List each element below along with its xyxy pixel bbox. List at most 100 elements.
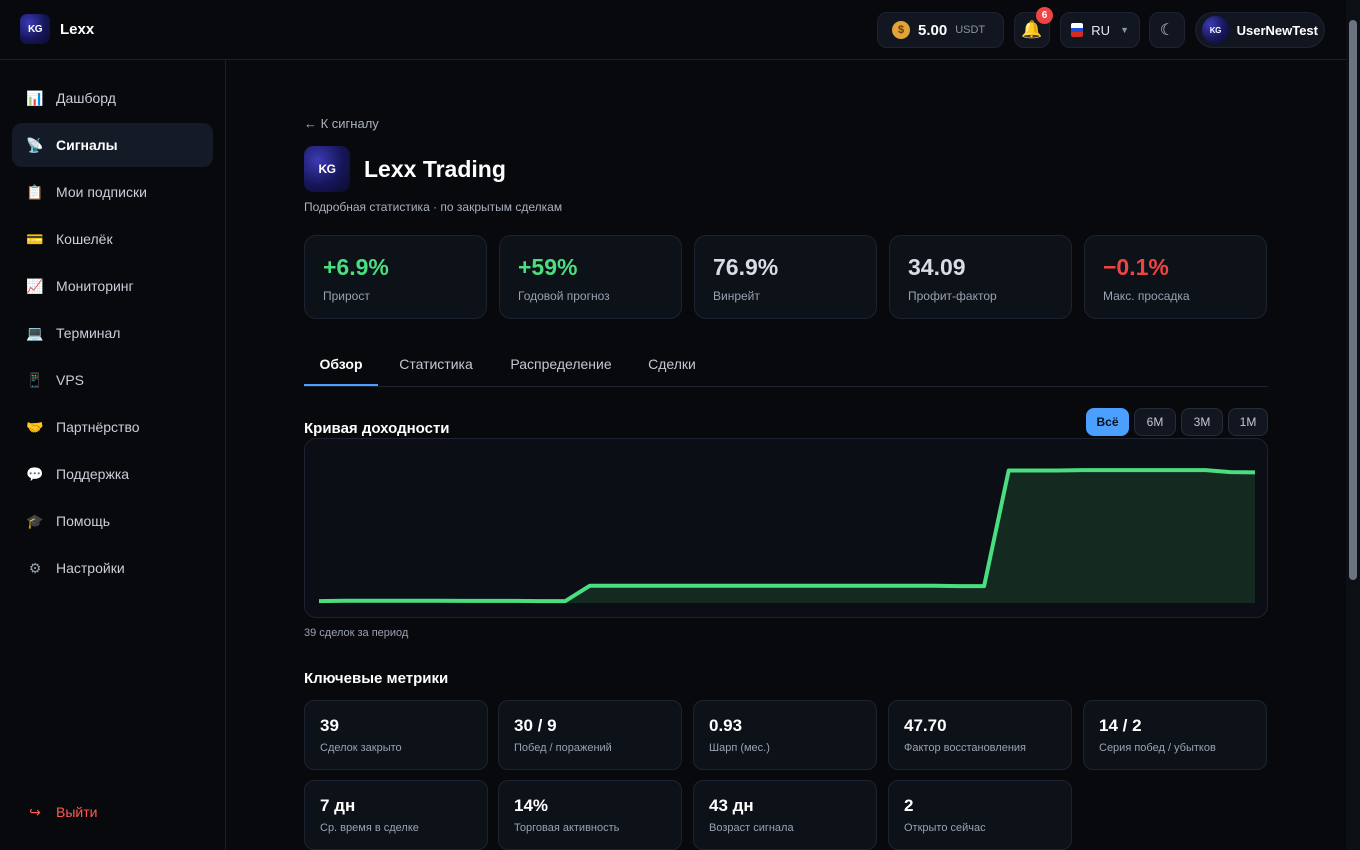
sidebar-item-dashboard[interactable]: 📊 Дашборд	[12, 76, 213, 120]
logout-label: Выйти	[56, 804, 98, 820]
metric-label: Ср. время в сделке	[320, 822, 419, 834]
language-select[interactable]: RU ▼	[1060, 12, 1140, 48]
stat-label: Винрейт	[713, 289, 760, 303]
sidebar-item-subscriptions[interactable]: 📋 Мои подписки	[12, 170, 213, 214]
sidebar-item-label: Поддержка	[56, 466, 130, 482]
sidebar-item-label: Мониторинг	[56, 278, 134, 294]
equity-chart-svg	[318, 468, 1256, 604]
sidebar-item-signals[interactable]: 📡 Сигналы	[12, 123, 213, 167]
top-bar: KG Lexx $ 5.00 USDT 🔔 6 RU ▼ ☾ KG UserNe…	[0, 0, 1346, 60]
sidebar-item-help[interactable]: 🎓 Помощь	[12, 499, 213, 543]
stat-card-profit-factor: 34.09 Профит-фактор	[889, 235, 1072, 319]
sidebar-item-label: Мои подписки	[56, 184, 147, 200]
brand[interactable]: KG Lexx	[20, 14, 94, 44]
range-3m-button[interactable]: 3M	[1181, 408, 1223, 436]
range-1m-button[interactable]: 1M	[1228, 408, 1268, 436]
sidebar-item-label: Кошелёк	[56, 231, 113, 247]
balance-value: 5.00	[918, 21, 948, 39]
metric-label: Сделок закрыто	[320, 742, 402, 754]
metric-value: 0.93	[709, 716, 743, 735]
sidebar-item-label: Сигналы	[56, 137, 118, 153]
metric-value: 2	[904, 796, 914, 815]
laptop-icon: 💻	[26, 324, 44, 341]
sidebar-item-label: VPS	[56, 372, 85, 388]
notifications-button[interactable]: 🔔 6	[1014, 7, 1053, 48]
metric-card-trading-activity: 14% Торговая активность	[498, 780, 682, 850]
notification-badge: 6	[1036, 7, 1053, 24]
metric-value: 43 дн	[709, 796, 754, 815]
balance-widget[interactable]: $ 5.00 USDT	[877, 12, 1004, 48]
metric-value: 30 / 9	[514, 716, 557, 735]
sidebar-item-settings[interactable]: ⚙ Настройки	[12, 546, 213, 590]
back-link[interactable]: ← К сигналу	[304, 116, 379, 131]
sidebar-item-terminal[interactable]: 💻 Терминал	[12, 311, 213, 355]
balance-currency: USDT	[955, 24, 986, 36]
clipboard-icon: 📋	[26, 183, 44, 200]
stat-value: +59%	[518, 254, 578, 280]
chart-title: Кривая доходности	[304, 420, 450, 437]
metric-card-avg-trade-time: 7 дн Ср. время в сделке	[304, 780, 488, 850]
stat-label: Прирост	[323, 289, 370, 303]
metric-card-trades-closed: 39 Сделок закрыто	[304, 700, 488, 770]
stat-label: Профит-фактор	[908, 289, 997, 303]
stat-card-winrate: 76.9% Винрейт	[694, 235, 877, 319]
logout-icon: ↪	[29, 803, 41, 820]
stat-value: 76.9%	[713, 254, 779, 280]
chevron-down-icon: ▼	[1120, 25, 1129, 35]
metric-value: 39	[320, 716, 339, 735]
stat-value: +6.9%	[323, 254, 389, 280]
stat-card-annual-forecast: +59% Годовой прогноз	[499, 235, 682, 319]
metric-card-open-now: 2 Открыто сейчас	[888, 780, 1072, 850]
range-all-button[interactable]: Всё	[1086, 408, 1129, 436]
sidebar-item-label: Помощь	[56, 513, 111, 529]
sidebar: 📊 Дашборд 📡 Сигналы 📋 Мои подписки 💳 Кош…	[0, 60, 226, 850]
sidebar-item-monitoring[interactable]: 📈 Мониторинг	[12, 264, 213, 308]
user-menu[interactable]: KG UserNewTest	[1195, 12, 1325, 48]
metric-card-recovery-factor: 47.70 Фактор восстановления	[888, 700, 1072, 770]
signal-header: KG Lexx Trading	[304, 146, 506, 192]
tab-overview[interactable]: Обзор	[304, 345, 378, 386]
brand-logo: KG	[20, 14, 50, 44]
equity-chart	[304, 438, 1268, 618]
russia-flag-icon	[1071, 23, 1084, 37]
sidebar-item-label: Настройки	[56, 560, 125, 576]
metric-card-signal-age: 43 дн Возраст сигнала	[693, 780, 877, 850]
logout-button[interactable]: ↪ Выйти	[12, 790, 213, 834]
username: UserNewTest	[1236, 22, 1318, 38]
metric-card-wins-losses: 30 / 9 Побед / поражений	[498, 700, 682, 770]
theme-toggle-button[interactable]: ☾	[1149, 12, 1185, 48]
sidebar-item-label: Дашборд	[56, 90, 116, 106]
sidebar-item-support[interactable]: 💬 Поддержка	[12, 452, 213, 496]
signal-logo: KG	[304, 146, 350, 192]
range-6m-button[interactable]: 6M	[1134, 408, 1176, 436]
stat-value: 34.09	[908, 254, 966, 280]
tab-distribution[interactable]: Распределение	[510, 356, 612, 372]
sidebar-item-vps[interactable]: 📱 VPS	[12, 358, 213, 402]
avatar: KG	[1202, 16, 1229, 44]
metric-value: 14%	[514, 796, 549, 815]
metric-value: 14 / 2	[1099, 716, 1142, 735]
chat-icon: 💬	[26, 465, 44, 482]
moon-icon: ☾	[1159, 22, 1175, 39]
scrollbar-thumb[interactable]	[1349, 20, 1357, 580]
handshake-icon: 🤝	[26, 418, 44, 435]
equity-area	[319, 470, 1255, 603]
sidebar-item-wallet[interactable]: 💳 Кошелёк	[12, 217, 213, 261]
bell-icon: 🔔	[1021, 20, 1043, 39]
stat-label: Макс. просадка	[1103, 289, 1190, 303]
metric-value: 7 дн	[320, 796, 356, 815]
language-code: RU	[1091, 22, 1111, 38]
metric-value: 47.70	[904, 716, 947, 735]
metrics-title: Ключевые метрики	[304, 670, 449, 687]
stat-card-max-drawdown: −0.1% Макс. просадка	[1084, 235, 1267, 319]
sidebar-item-partnership[interactable]: 🤝 Партнёрство	[12, 405, 213, 449]
phone-icon: 📱	[26, 371, 44, 388]
card-icon: 💳	[26, 230, 44, 247]
gear-icon: ⚙	[28, 559, 42, 576]
metric-label: Торговая активность	[514, 822, 620, 834]
page-subtitle: Подробная статистика · по закрытым сделк…	[304, 200, 563, 214]
metric-label: Побед / поражений	[514, 742, 612, 754]
tab-trades[interactable]: Сделки	[648, 356, 696, 372]
tab-statistics[interactable]: Статистика	[399, 356, 473, 372]
page-scrollbar[interactable]	[1346, 0, 1360, 850]
